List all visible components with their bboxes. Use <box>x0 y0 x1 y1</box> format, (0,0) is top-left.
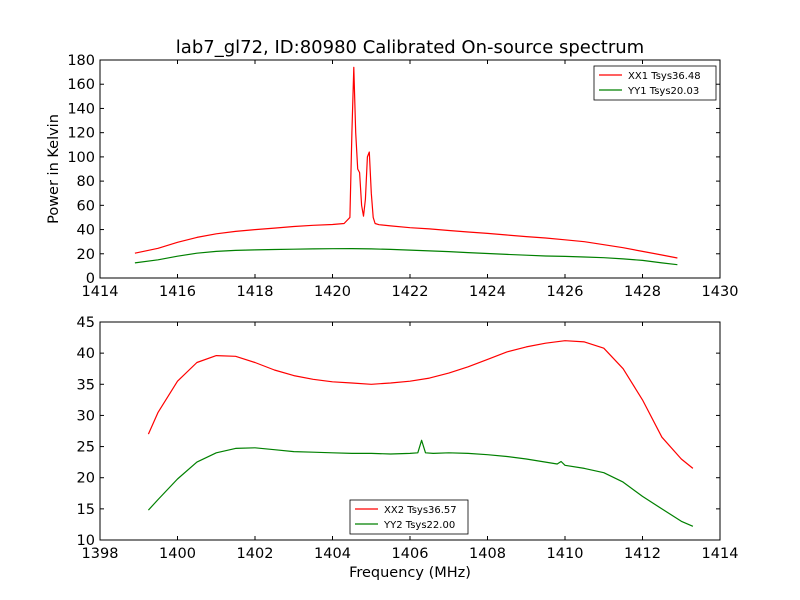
x-tick-label: 1414 <box>82 284 119 300</box>
y-tick-label: 10 <box>77 533 95 549</box>
y-tick-label: 35 <box>77 377 95 393</box>
y-axis-label: Power in Kelvin <box>46 114 62 224</box>
x-tick-label: 1414 <box>702 546 739 562</box>
y-tick-label: 120 <box>67 126 95 142</box>
y-tick-label: 45 <box>77 315 95 331</box>
chart-panel-2: 1398 1400 1402 1404 1406 1408 1410 1412 1414 10 15… <box>77 315 739 581</box>
chart-panels: 1414 1416 1418 1420 1422 1424 1426 1428 1430 0 20 4… <box>46 53 738 581</box>
x-tick-label: 1426 <box>547 284 584 300</box>
legend-entry-label: XX2 Tsys36.57 <box>384 505 457 516</box>
y-tick-label: 40 <box>77 346 95 362</box>
series-line-2-2 <box>147 439 694 527</box>
y-tick-label: 140 <box>67 101 95 117</box>
series-line-2-1 <box>147 340 694 469</box>
y-tick-label: 15 <box>77 502 95 518</box>
legend-entry-label: YY1 Tsys20.03 <box>627 86 699 97</box>
legend-box <box>349 499 469 535</box>
y-tick-label: 80 <box>77 174 95 190</box>
x-tick-label: 1406 <box>392 546 429 562</box>
y-tick-label: 25 <box>77 440 95 456</box>
x-tick-label: 1398 <box>82 546 119 562</box>
x-tick-label: 1412 <box>624 546 661 562</box>
x-tick-label: 1408 <box>469 546 506 562</box>
x-tick-label: 1428 <box>624 284 661 300</box>
y-tick-label: 40 <box>77 223 95 239</box>
x-tick-label: 1420 <box>314 284 351 300</box>
x-tick-label: 1410 <box>547 546 584 562</box>
x-tick-label: 1418 <box>237 284 274 300</box>
y-tick-label: 20 <box>77 247 95 263</box>
x-axis-label: Frequency (MHz) <box>349 565 471 581</box>
legend-entry-label: YY2 Tsys22.00 <box>383 520 455 531</box>
y-tick-label: 180 <box>67 53 95 69</box>
legend-1: XX1 Tsys36.48 YY1 Tsys20.03 <box>593 65 717 101</box>
legend-entry-label: XX1 Tsys36.48 <box>628 71 701 82</box>
x-tick-label: 1400 <box>159 546 196 562</box>
x-tick-label: 1416 <box>159 284 196 300</box>
series-line-1-1 <box>134 66 678 259</box>
x-tick-label: 1424 <box>469 284 506 300</box>
x-tick-label: 1402 <box>237 546 274 562</box>
x-tick-label: 1430 <box>702 284 739 300</box>
y-tick-label: 160 <box>67 77 95 93</box>
figure-title: lab7_gl72, ID:80980 Calibrated On-source… <box>176 37 644 58</box>
y-tick-label: 20 <box>77 471 95 487</box>
y-tick-label: 30 <box>77 408 95 424</box>
y-tick-label: 0 <box>86 271 95 287</box>
legend-box <box>593 65 717 101</box>
x-tick-label: 1422 <box>392 284 429 300</box>
chart-panel-1: 1414 1416 1418 1420 1422 1424 1426 1428 1430 0 20 4… <box>46 53 738 300</box>
y-tick-label: 100 <box>67 150 95 166</box>
series-line-1-2 <box>134 248 678 266</box>
legend-2: XX2 Tsys36.57 YY2 Tsys22.00 <box>349 499 469 535</box>
x-tick-label: 1404 <box>314 546 351 562</box>
y-tick-label: 60 <box>77 198 95 214</box>
